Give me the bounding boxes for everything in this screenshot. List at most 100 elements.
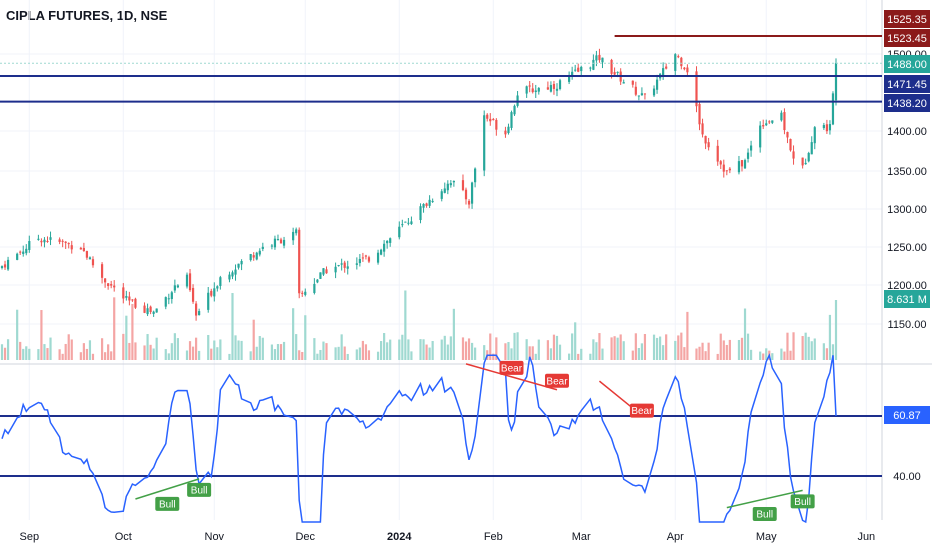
- candle-body: [61, 240, 64, 242]
- volume-bar: [313, 338, 316, 360]
- candle-body: [474, 168, 477, 183]
- x-tick-label: Sep: [20, 531, 40, 543]
- badge-rsi-text: 60.87: [893, 410, 921, 422]
- candle-body: [213, 288, 216, 297]
- volume-bar: [831, 344, 835, 360]
- candle-body: [282, 239, 286, 246]
- divergence-label-bg-1-0: [499, 360, 524, 375]
- volume-bars: [0, 290, 838, 360]
- volume-bar: [652, 334, 656, 360]
- badge-1525: 1525.35: [884, 10, 930, 28]
- badge-1523-text: 1523.45: [887, 33, 927, 45]
- volume-bar: [198, 350, 201, 360]
- volume-bar: [85, 348, 89, 360]
- volume-bar: [125, 315, 128, 360]
- candle-body: [431, 200, 434, 202]
- volume-bar: [701, 342, 704, 360]
- candle-body: [577, 67, 580, 72]
- candle-body: [301, 292, 304, 294]
- candle-body: [389, 238, 392, 243]
- volume-bar: [3, 347, 7, 360]
- volume-bar: [88, 340, 92, 360]
- volume-bar: [531, 346, 534, 360]
- candle-body: [589, 67, 592, 69]
- candle-body: [440, 191, 443, 199]
- volume-bar: [258, 336, 261, 360]
- volume-bar: [728, 339, 731, 360]
- volume-bar: [270, 344, 274, 360]
- divergence-label-bg-2-0: [629, 403, 654, 418]
- badge-1471-text: 1471.45: [887, 79, 927, 91]
- volume-bar: [440, 339, 443, 360]
- candle-body: [616, 71, 619, 73]
- candle-body: [337, 265, 340, 267]
- candle-body: [131, 299, 134, 301]
- volume-bar: [792, 332, 795, 360]
- volume-bar: [340, 334, 343, 360]
- volume-bar: [822, 343, 825, 360]
- volume-bar: [504, 343, 507, 360]
- divergence-label-bg-0-1: [187, 482, 212, 497]
- volume-bar: [346, 353, 349, 360]
- volume-bar: [170, 343, 173, 360]
- volume-bar: [110, 351, 113, 360]
- volume-bar: [825, 348, 829, 360]
- volume-bar: [828, 314, 832, 360]
- volume-bar: [22, 348, 25, 360]
- candle-body: [443, 188, 446, 193]
- candle-body: [295, 229, 298, 234]
- volume-bar: [176, 338, 179, 360]
- candle-body: [16, 253, 19, 260]
- volume-bar: [358, 347, 361, 360]
- badge-last-price: 1488.00: [884, 55, 930, 73]
- x-tick-label: Feb: [484, 531, 503, 543]
- divergence-label-3-0: Bull: [756, 509, 773, 520]
- candle-body: [707, 142, 710, 148]
- badge-last-price-text: 1488.00: [887, 59, 927, 71]
- divergence-label-0-0: Bull: [159, 499, 176, 510]
- x-tick-label: Apr: [667, 531, 684, 543]
- volume-bar: [613, 336, 616, 360]
- candle-body: [467, 200, 471, 205]
- candle-body: [525, 86, 528, 94]
- volume-bar: [804, 332, 807, 360]
- candle-body: [552, 83, 556, 89]
- candle-body: [486, 114, 489, 119]
- volume-bar: [452, 308, 455, 360]
- volume-bar: [292, 308, 295, 360]
- volume-bar: [46, 348, 49, 360]
- candle-body: [804, 162, 807, 165]
- volume-bar: [383, 333, 386, 360]
- volume-bar: [379, 341, 383, 360]
- volume-bar: [191, 346, 195, 360]
- volume-bar: [164, 349, 167, 360]
- candle-body: [64, 241, 67, 243]
- volume-bar: [386, 342, 389, 360]
- volume-bar: [683, 347, 686, 360]
- volume-bar: [807, 336, 810, 360]
- volume-bar: [252, 319, 255, 360]
- volume-bar: [207, 334, 210, 360]
- horizontal-levels[interactable]: [0, 34, 882, 103]
- candle-body: [70, 245, 73, 250]
- candle-body: [686, 67, 689, 73]
- candle-body: [67, 243, 70, 245]
- candle-body: [665, 66, 668, 69]
- volume-bar: [279, 344, 283, 360]
- volume-bar: [6, 339, 10, 360]
- candle-body: [510, 112, 513, 128]
- time-axis[interactable]: Sep Oct Nov Dec 2024 Feb Mar Apr May Jun: [20, 531, 876, 543]
- volume-bar: [555, 335, 559, 360]
- volume-bar: [592, 339, 595, 360]
- badge-1525-text: 1525.35: [887, 14, 927, 26]
- candle-body: [364, 255, 368, 257]
- volume-bar: [513, 332, 516, 360]
- candle-body: [807, 152, 810, 162]
- candle-body: [58, 239, 61, 242]
- volume-bar: [91, 353, 95, 360]
- candle-body: [185, 274, 189, 287]
- candle-body: [149, 306, 152, 312]
- candle-body: [19, 251, 22, 253]
- candle-body: [831, 93, 835, 125]
